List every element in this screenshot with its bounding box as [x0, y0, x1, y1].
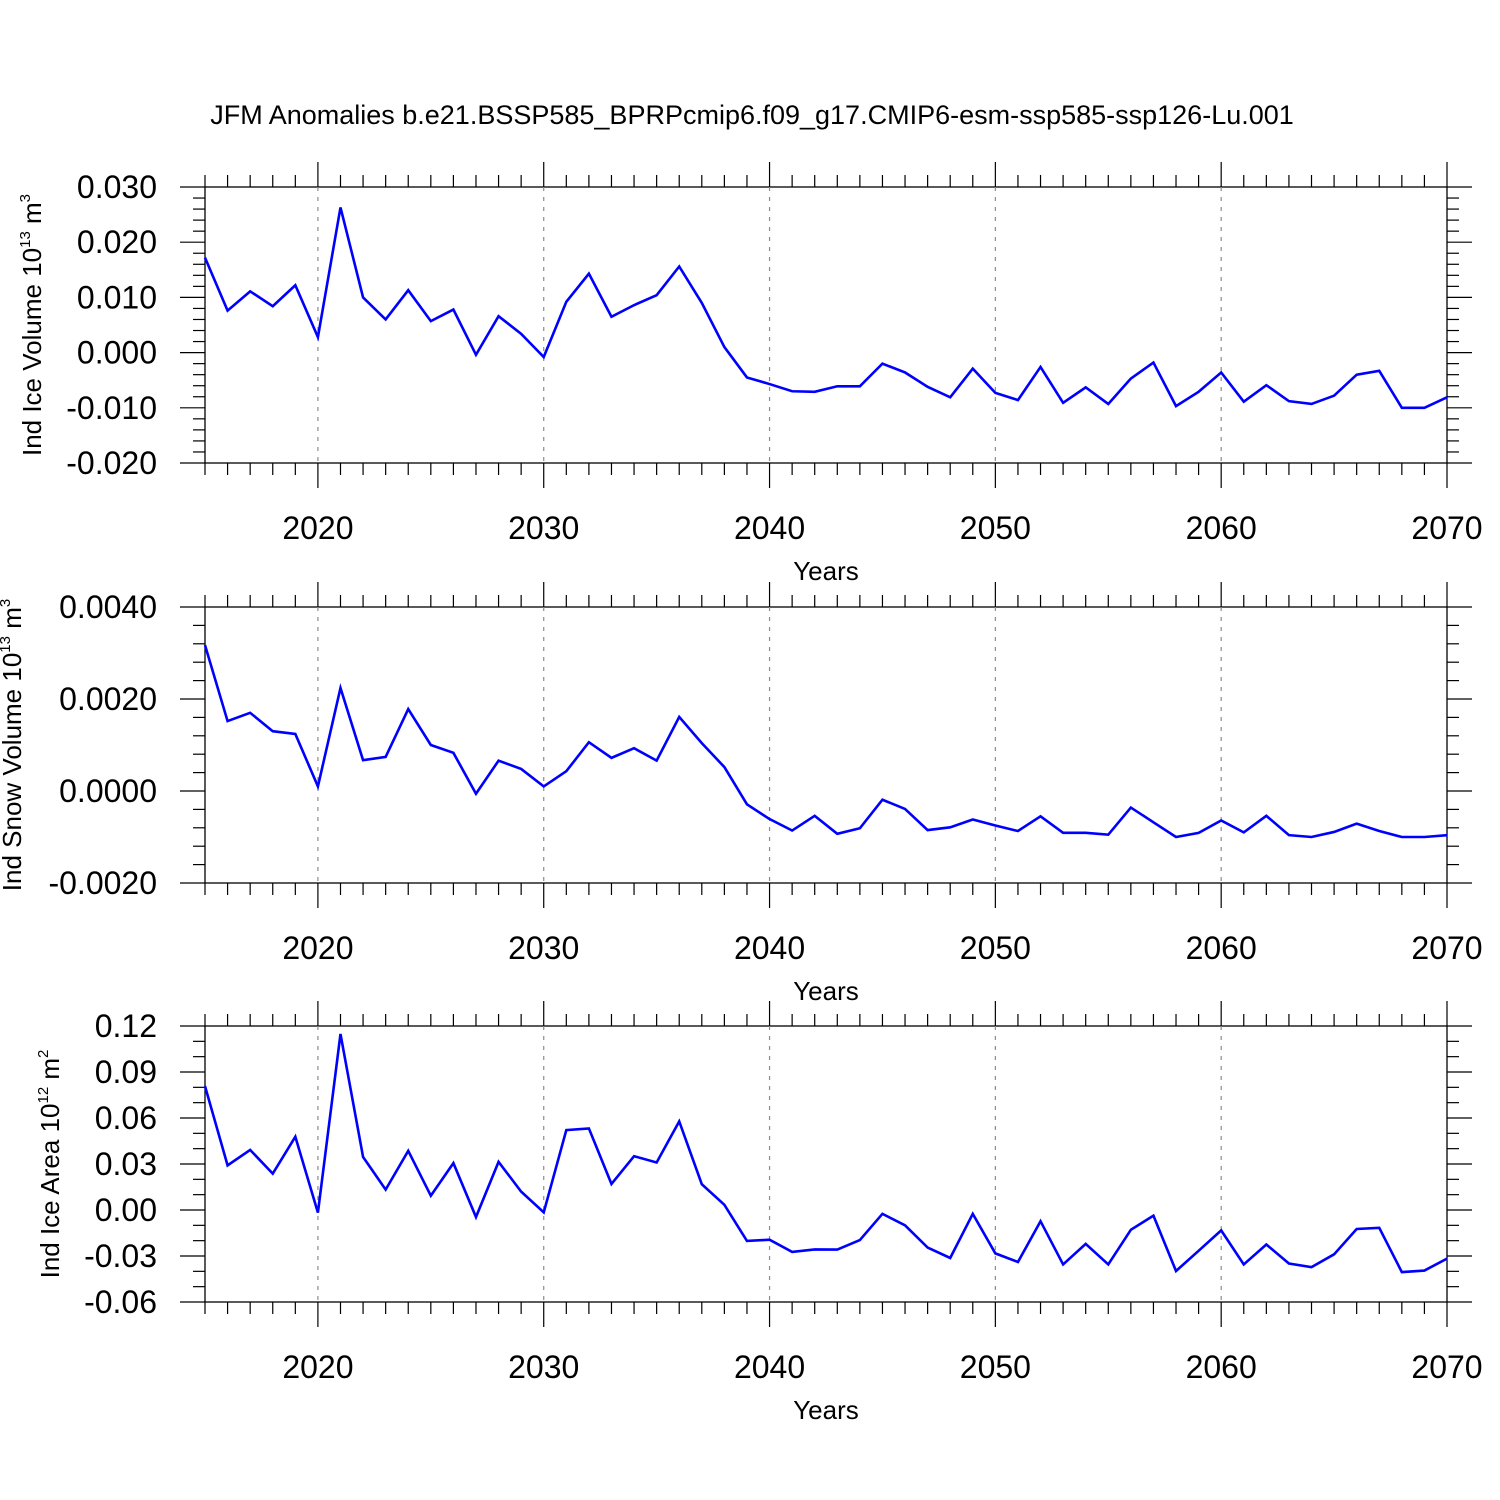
y-tick-label: -0.06 [84, 1284, 157, 1320]
x-tick-label: 2030 [508, 510, 579, 546]
y-tick-label: -0.020 [66, 445, 157, 481]
series-line-1 [203, 207, 1448, 410]
x-tick-label: 2050 [960, 1349, 1031, 1385]
x-tick-label: 2070 [1411, 930, 1482, 966]
y-tick-label: 0.0020 [59, 681, 157, 717]
y-tick-label: -0.010 [66, 390, 157, 426]
plot-frame [204, 606, 1448, 884]
y-axis-label-exponent: 13 [17, 231, 34, 248]
x-tick-label: 2060 [1186, 1349, 1257, 1385]
y-axis-label-unit-exponent: 2 [35, 1050, 52, 1058]
y-tick-label: 0.010 [77, 279, 157, 315]
x-tick-label: 2060 [1186, 510, 1257, 546]
x-axis-label: Years [793, 556, 859, 586]
figure-title: JFM Anomalies b.e21.BSSP585_BPRPcmip6.f0… [210, 100, 1294, 130]
y-axis-label-unit: m [17, 202, 47, 231]
y-axis-label-exponent: 13 [0, 636, 14, 653]
x-tick-label: 2040 [734, 510, 805, 546]
panels: 2020 2030 2040 2050 2060 2070 Years 0.030 0.020 0… [0, 162, 1483, 1425]
y-axis-label: Ind Ice Volume 1013 m3 [17, 194, 47, 456]
y-tick-label: 0.000 [77, 335, 157, 371]
y-axis-label-unit-exponent: 3 [17, 194, 34, 202]
x-tick-label: 2020 [282, 1349, 353, 1385]
y-tick-label: 0.12 [95, 1008, 157, 1044]
y-axis-label: Ind Ice Area 1012 m2 [35, 1050, 65, 1279]
y-tick-label: 0.09 [95, 1054, 157, 1090]
y-tick-label: 0.06 [95, 1100, 157, 1136]
y-tick-label: -0.0020 [48, 865, 157, 901]
y-axis-label-unit: m [0, 607, 27, 636]
panel-1: 2020 2030 2040 2050 2060 2070 Years 0.030 0.020 0… [17, 162, 1483, 586]
y-axis-label: Ind Snow Volume 1013 m3 [0, 599, 27, 891]
x-tick-label: 2040 [734, 1349, 805, 1385]
x-tick-label: 2070 [1411, 510, 1482, 546]
y-tick-label: 0.030 [77, 169, 157, 205]
y-axis-label-text: Ind Ice Volume 10 [17, 248, 47, 456]
x-axis-label: Years [793, 976, 859, 1006]
y-tick-label: 0.00 [95, 1192, 157, 1228]
x-axis-label: Years [793, 1395, 859, 1425]
panel-3: 2020 2030 2040 2050 2060 2070 Years 0.12 0.09 0.0… [35, 1001, 1483, 1425]
y-axis-label-text: Ind Snow Volume 10 [0, 653, 27, 892]
y-axis-label-unit-exponent: 3 [0, 599, 14, 607]
y-tick-label: 0.0000 [59, 773, 157, 809]
y-tick-label: -0.03 [84, 1238, 157, 1274]
x-tick-label: 2030 [508, 930, 579, 966]
y-axis-label-unit: m [35, 1058, 65, 1087]
y-axis-label-text: Ind Ice Area 10 [35, 1104, 65, 1279]
y-tick-label: 0.020 [77, 224, 157, 260]
x-tick-label: 2050 [960, 510, 1031, 546]
x-tick-label: 2020 [282, 930, 353, 966]
plot-frame [204, 186, 1448, 464]
series-line-1 [203, 1033, 1448, 1274]
x-tick-label: 2040 [734, 930, 805, 966]
x-tick-label: 2060 [1186, 930, 1257, 966]
y-tick-label: 0.03 [95, 1146, 157, 1182]
x-tick-label: 2050 [960, 930, 1031, 966]
panel-2: 2020 2030 2040 2050 2060 2070 Years 0.0040 0.002… [0, 582, 1483, 1006]
series-line-1 [203, 644, 1448, 839]
y-tick-label: 0.0040 [59, 589, 157, 625]
x-tick-label: 2070 [1411, 1349, 1482, 1385]
x-tick-label: 2030 [508, 1349, 579, 1385]
x-tick-label: 2020 [282, 510, 353, 546]
plot-frame [204, 1025, 1448, 1303]
y-axis-label-exponent: 12 [35, 1087, 52, 1104]
